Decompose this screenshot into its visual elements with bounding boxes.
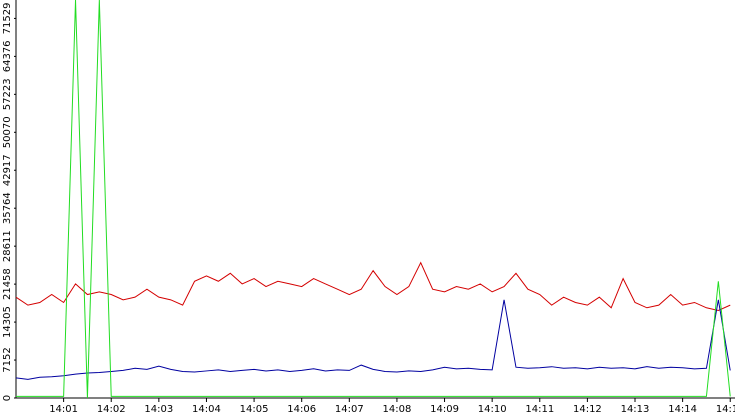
x-tick-label: 14:07 — [335, 404, 364, 415]
x-tick-label: 14:05 — [240, 404, 269, 415]
x-tick-label: 14:04 — [192, 404, 221, 415]
y-tick-label: 7152 — [2, 347, 13, 372]
y-tick-label: 0 — [2, 395, 13, 401]
y-tick-label: 35764 — [2, 192, 13, 224]
series-line — [16, 0, 731, 399]
y-tick-label: 28611 — [2, 230, 13, 262]
y-tick-label: 64376 — [2, 40, 13, 72]
y-tick-label: 50070 — [2, 116, 13, 148]
y-tick-label: 21458 — [2, 268, 13, 300]
x-tick-label: 14:02 — [97, 404, 126, 415]
x-tick-label: 14:11 — [525, 404, 554, 415]
y-tick-label: 57223 — [2, 78, 13, 110]
x-tick-label: 14:12 — [573, 404, 602, 415]
x-tick-label: 14:15 — [716, 404, 735, 415]
y-tick-label: 71529 — [2, 3, 13, 35]
series-line — [15, 299, 731, 380]
y-tick-label: 14305 — [2, 306, 13, 338]
y-tick-label: 42917 — [2, 154, 13, 186]
x-tick-label: 14:13 — [621, 404, 650, 415]
x-tick-label: 14:03 — [144, 404, 173, 415]
series-line — [15, 261, 731, 311]
x-tick-label: 14:01 — [49, 404, 78, 415]
x-tick-label: 14:14 — [668, 404, 697, 415]
x-tick-label: 14:10 — [478, 404, 507, 415]
x-tick-label: 14:09 — [430, 404, 459, 415]
x-tick-label: 14:06 — [287, 404, 316, 415]
x-tick-label: 14:08 — [383, 404, 412, 415]
